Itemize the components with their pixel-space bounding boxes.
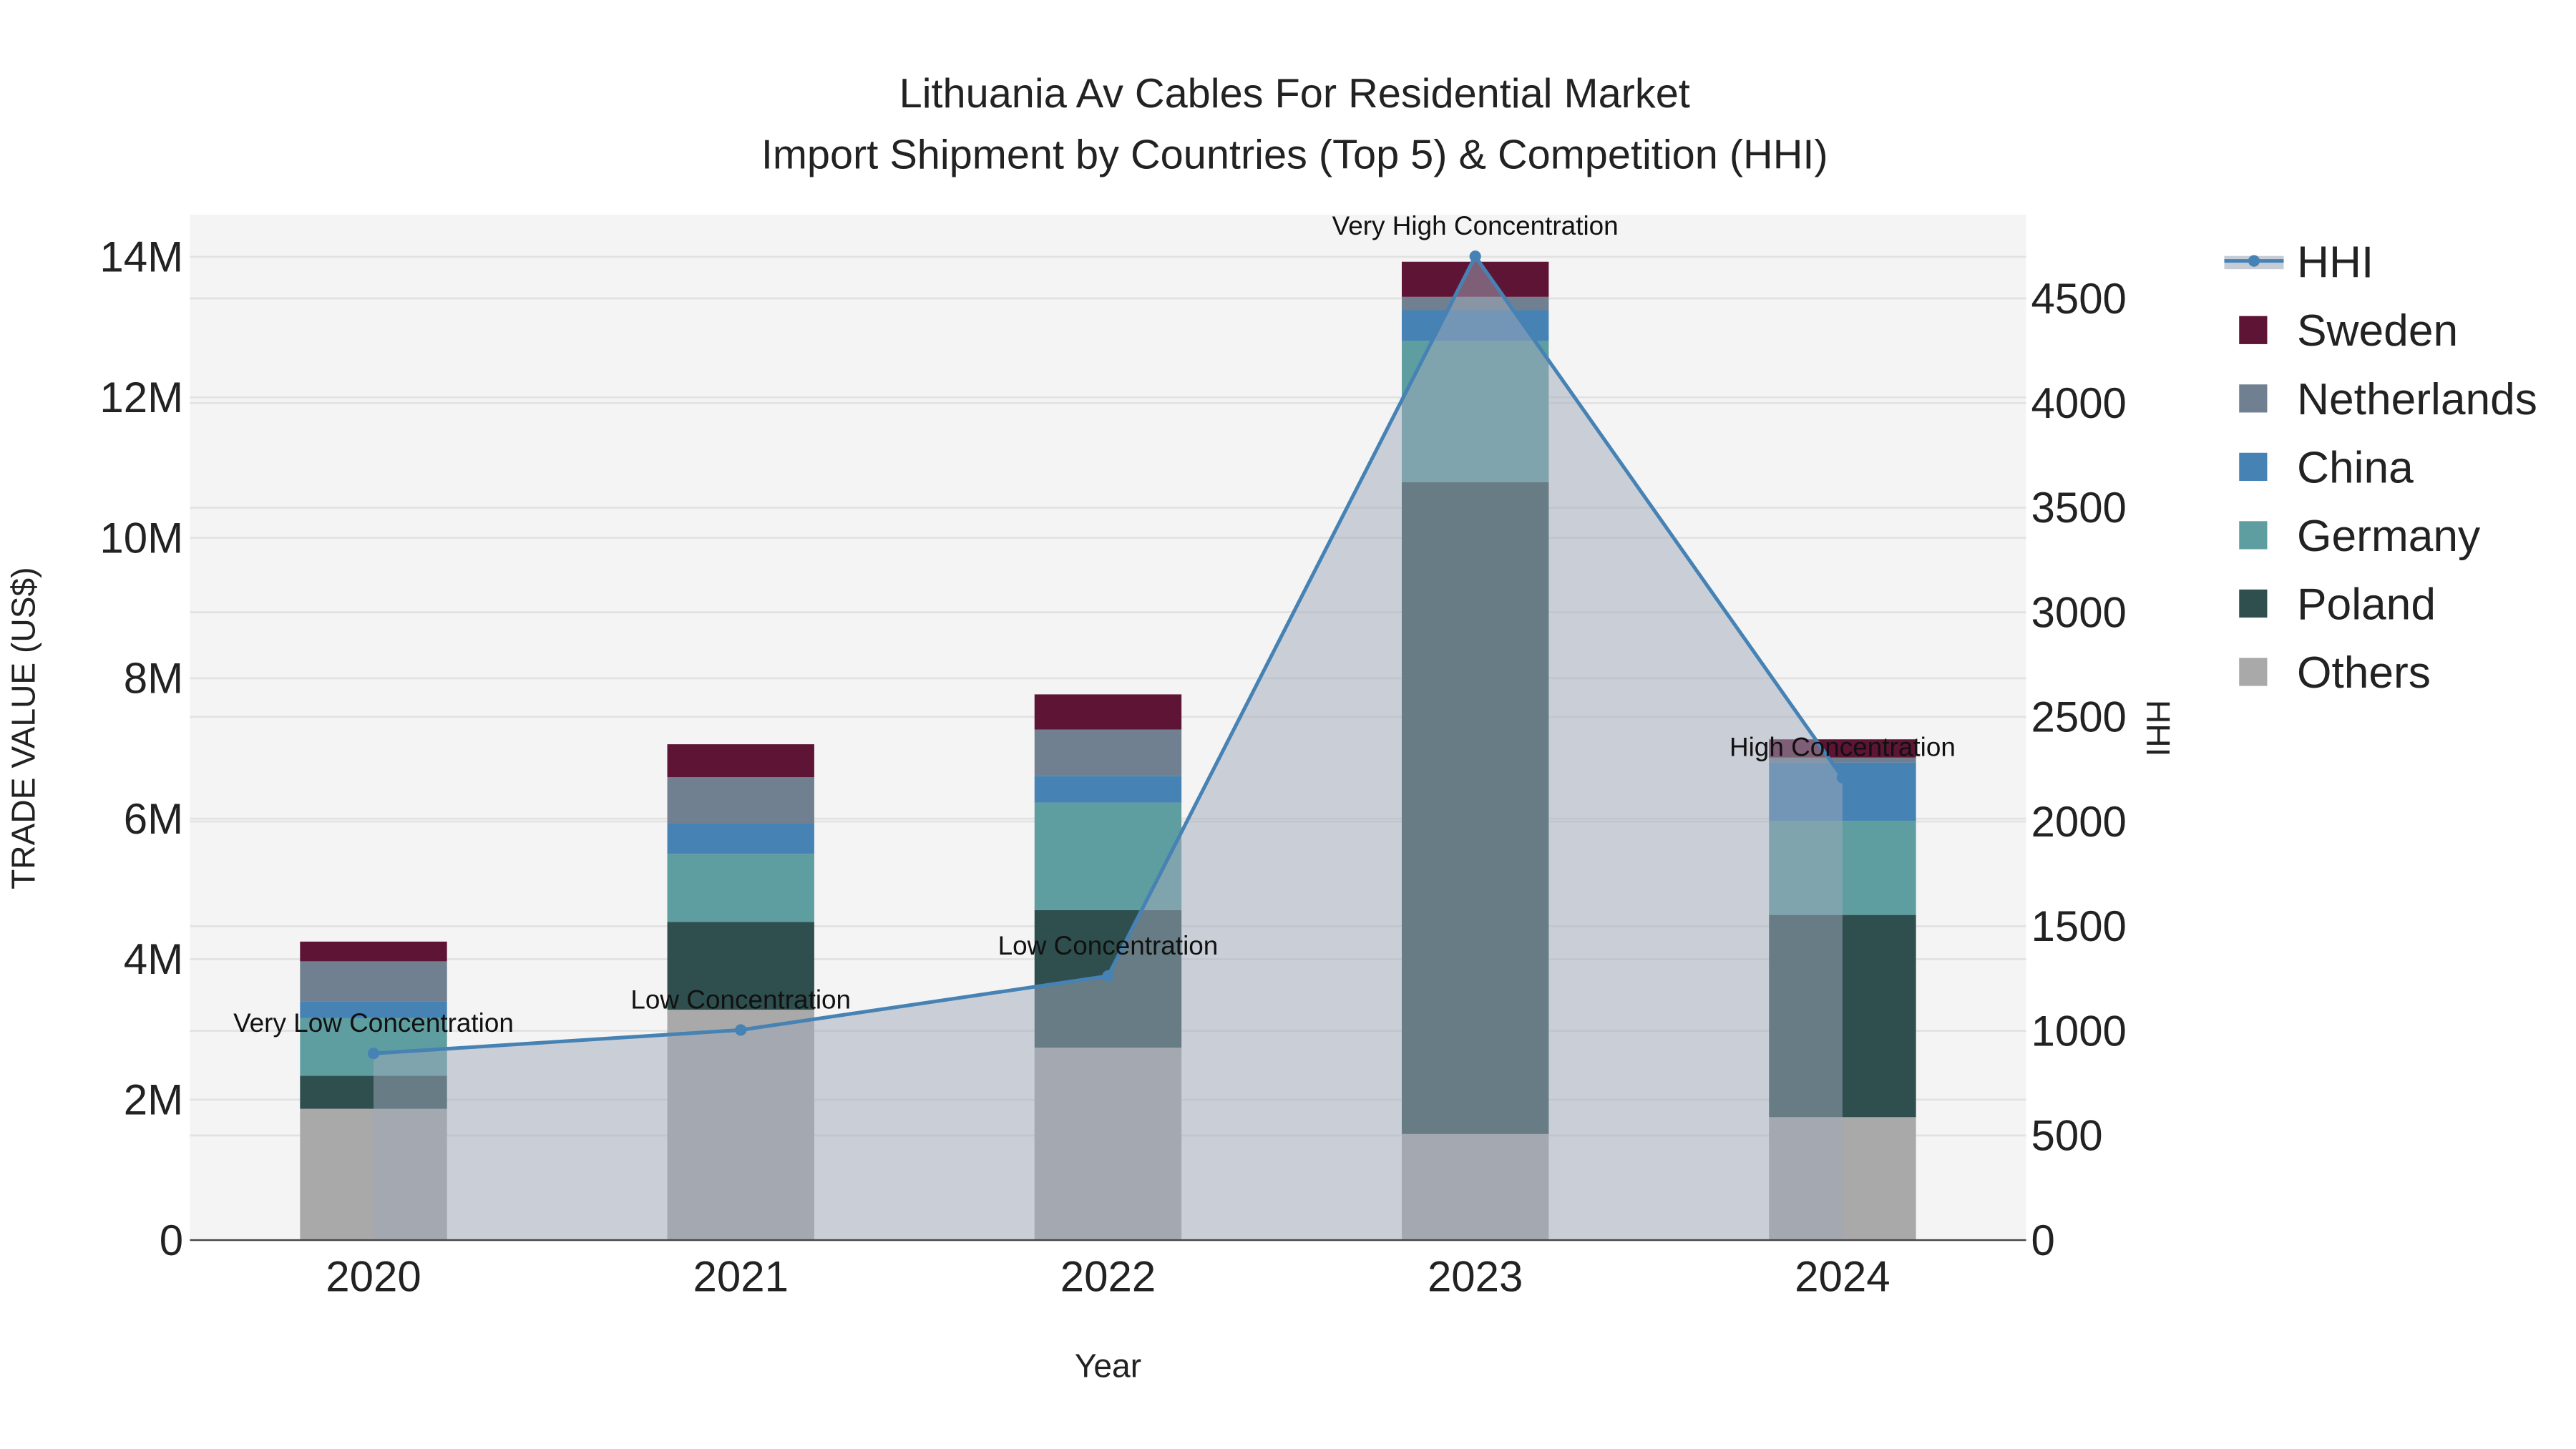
hhi-series: Very Low Concentration Low Concentration L… [233,211,1956,1241]
y-tick-label: 6M [124,795,183,843]
legend-swatch-china [2239,452,2268,481]
y2-tick-label: 2500 [2031,693,2126,741]
legend-hhi-marker [2248,255,2260,267]
y-tick-label: 12M [99,374,183,421]
bar-china-2021 [667,824,814,854]
x-tick-label: 2020 [326,1253,421,1301]
legend-label-netherlands: Netherlands [2297,375,2537,424]
bar-poland-2021 [667,922,814,1010]
hhi-annotation: High Concentration [1729,733,1956,762]
hhi-annotation: Low Concentration [630,985,851,1014]
x-tick-label: 2022 [1060,1253,1156,1301]
hhi-area-fill [374,256,1843,1241]
bar-netherlands-2022 [1034,729,1182,776]
bar-china-2020 [300,1001,447,1018]
legend-label-hhi: HHI [2297,238,2373,288]
y2-tick-label: 3000 [2031,588,2126,636]
bar-netherlands-2020 [300,961,447,1002]
chart-subtitle: Import Shipment by Countries (Top 5) & C… [761,132,1828,177]
hhi-annotation: Very High Concentration [1332,211,1619,240]
y-tick-label: 10M [99,514,183,562]
legend-label-china: China [2297,443,2414,492]
hhi-point-2023 [1469,250,1481,263]
y2-tick-label: 500 [2031,1112,2102,1160]
legend-label-poland: Poland [2297,580,2436,629]
y-tick-label: 8M [124,655,183,703]
hhi-point-2024 [1836,771,1848,784]
hhi-annotation: Low Concentration [998,931,1219,960]
y-tick-label: 4M [124,935,183,983]
legend-label-germany: Germany [2297,512,2481,561]
x-tick-label: 2023 [1428,1253,1523,1301]
legend-swatch-others [2239,658,2268,686]
hhi-point-2020 [367,1048,380,1060]
legend-swatch-sweden [2239,316,2268,344]
x-axis-title: Year [1075,1347,1141,1385]
hhi-point-2022 [1102,970,1114,982]
hhi-point-2021 [735,1024,747,1036]
y2-tick-label: 4000 [2031,379,2126,427]
y-tick-label: 2M [124,1076,183,1124]
legend-swatch-poland [2239,589,2268,618]
y2-tick-label: 4500 [2031,275,2126,323]
bar-sweden-2021 [667,744,814,778]
chart-title: Lithuania Av Cables For Residential Mark… [899,71,1690,117]
bar-sweden-2022 [1034,694,1182,730]
y2-tick-label: 0 [2031,1216,2054,1264]
bar-sweden-2020 [300,941,447,962]
y-axis-ticks: 0 2M 4M 6M 8M 10M 12M 14M [99,233,183,1264]
bar-netherlands-2024 [1769,757,1916,763]
y2-tick-label: 2000 [2031,798,2126,846]
y2-tick-label: 1000 [2031,1007,2126,1055]
x-tick-label: 2021 [693,1253,788,1301]
legend-label-others: Others [2297,648,2431,698]
y-tick-label: 0 [160,1216,183,1264]
y2-tick-label: 1500 [2031,902,2126,950]
legend-swatch-netherlands [2239,384,2268,413]
y-tick-label: 14M [99,233,183,281]
legend-label-sweden: Sweden [2297,306,2458,356]
hhi-annotation: Very Low Concentration [233,1008,514,1038]
y2-tick-label: 3500 [2031,484,2126,532]
y2-axis-ticks: 0 500 1000 1500 2000 2500 3000 3500 4000 4500 [2031,275,2126,1264]
y-axis-title: TRADE VALUE (US$) [4,567,42,889]
x-axis-ticks: 2020 2021 2022 2023 2024 [326,1253,1890,1301]
bar-germany-2021 [667,854,814,922]
y2-axis-title: HHI [2140,700,2177,756]
legend-swatch-germany [2239,521,2268,550]
bar-netherlands-2021 [667,777,814,824]
bar-china-2022 [1034,776,1182,803]
x-tick-label: 2024 [1795,1253,1890,1301]
legend: HHI Sweden Netherlands China Germany Poland Ot… [2224,238,2537,698]
